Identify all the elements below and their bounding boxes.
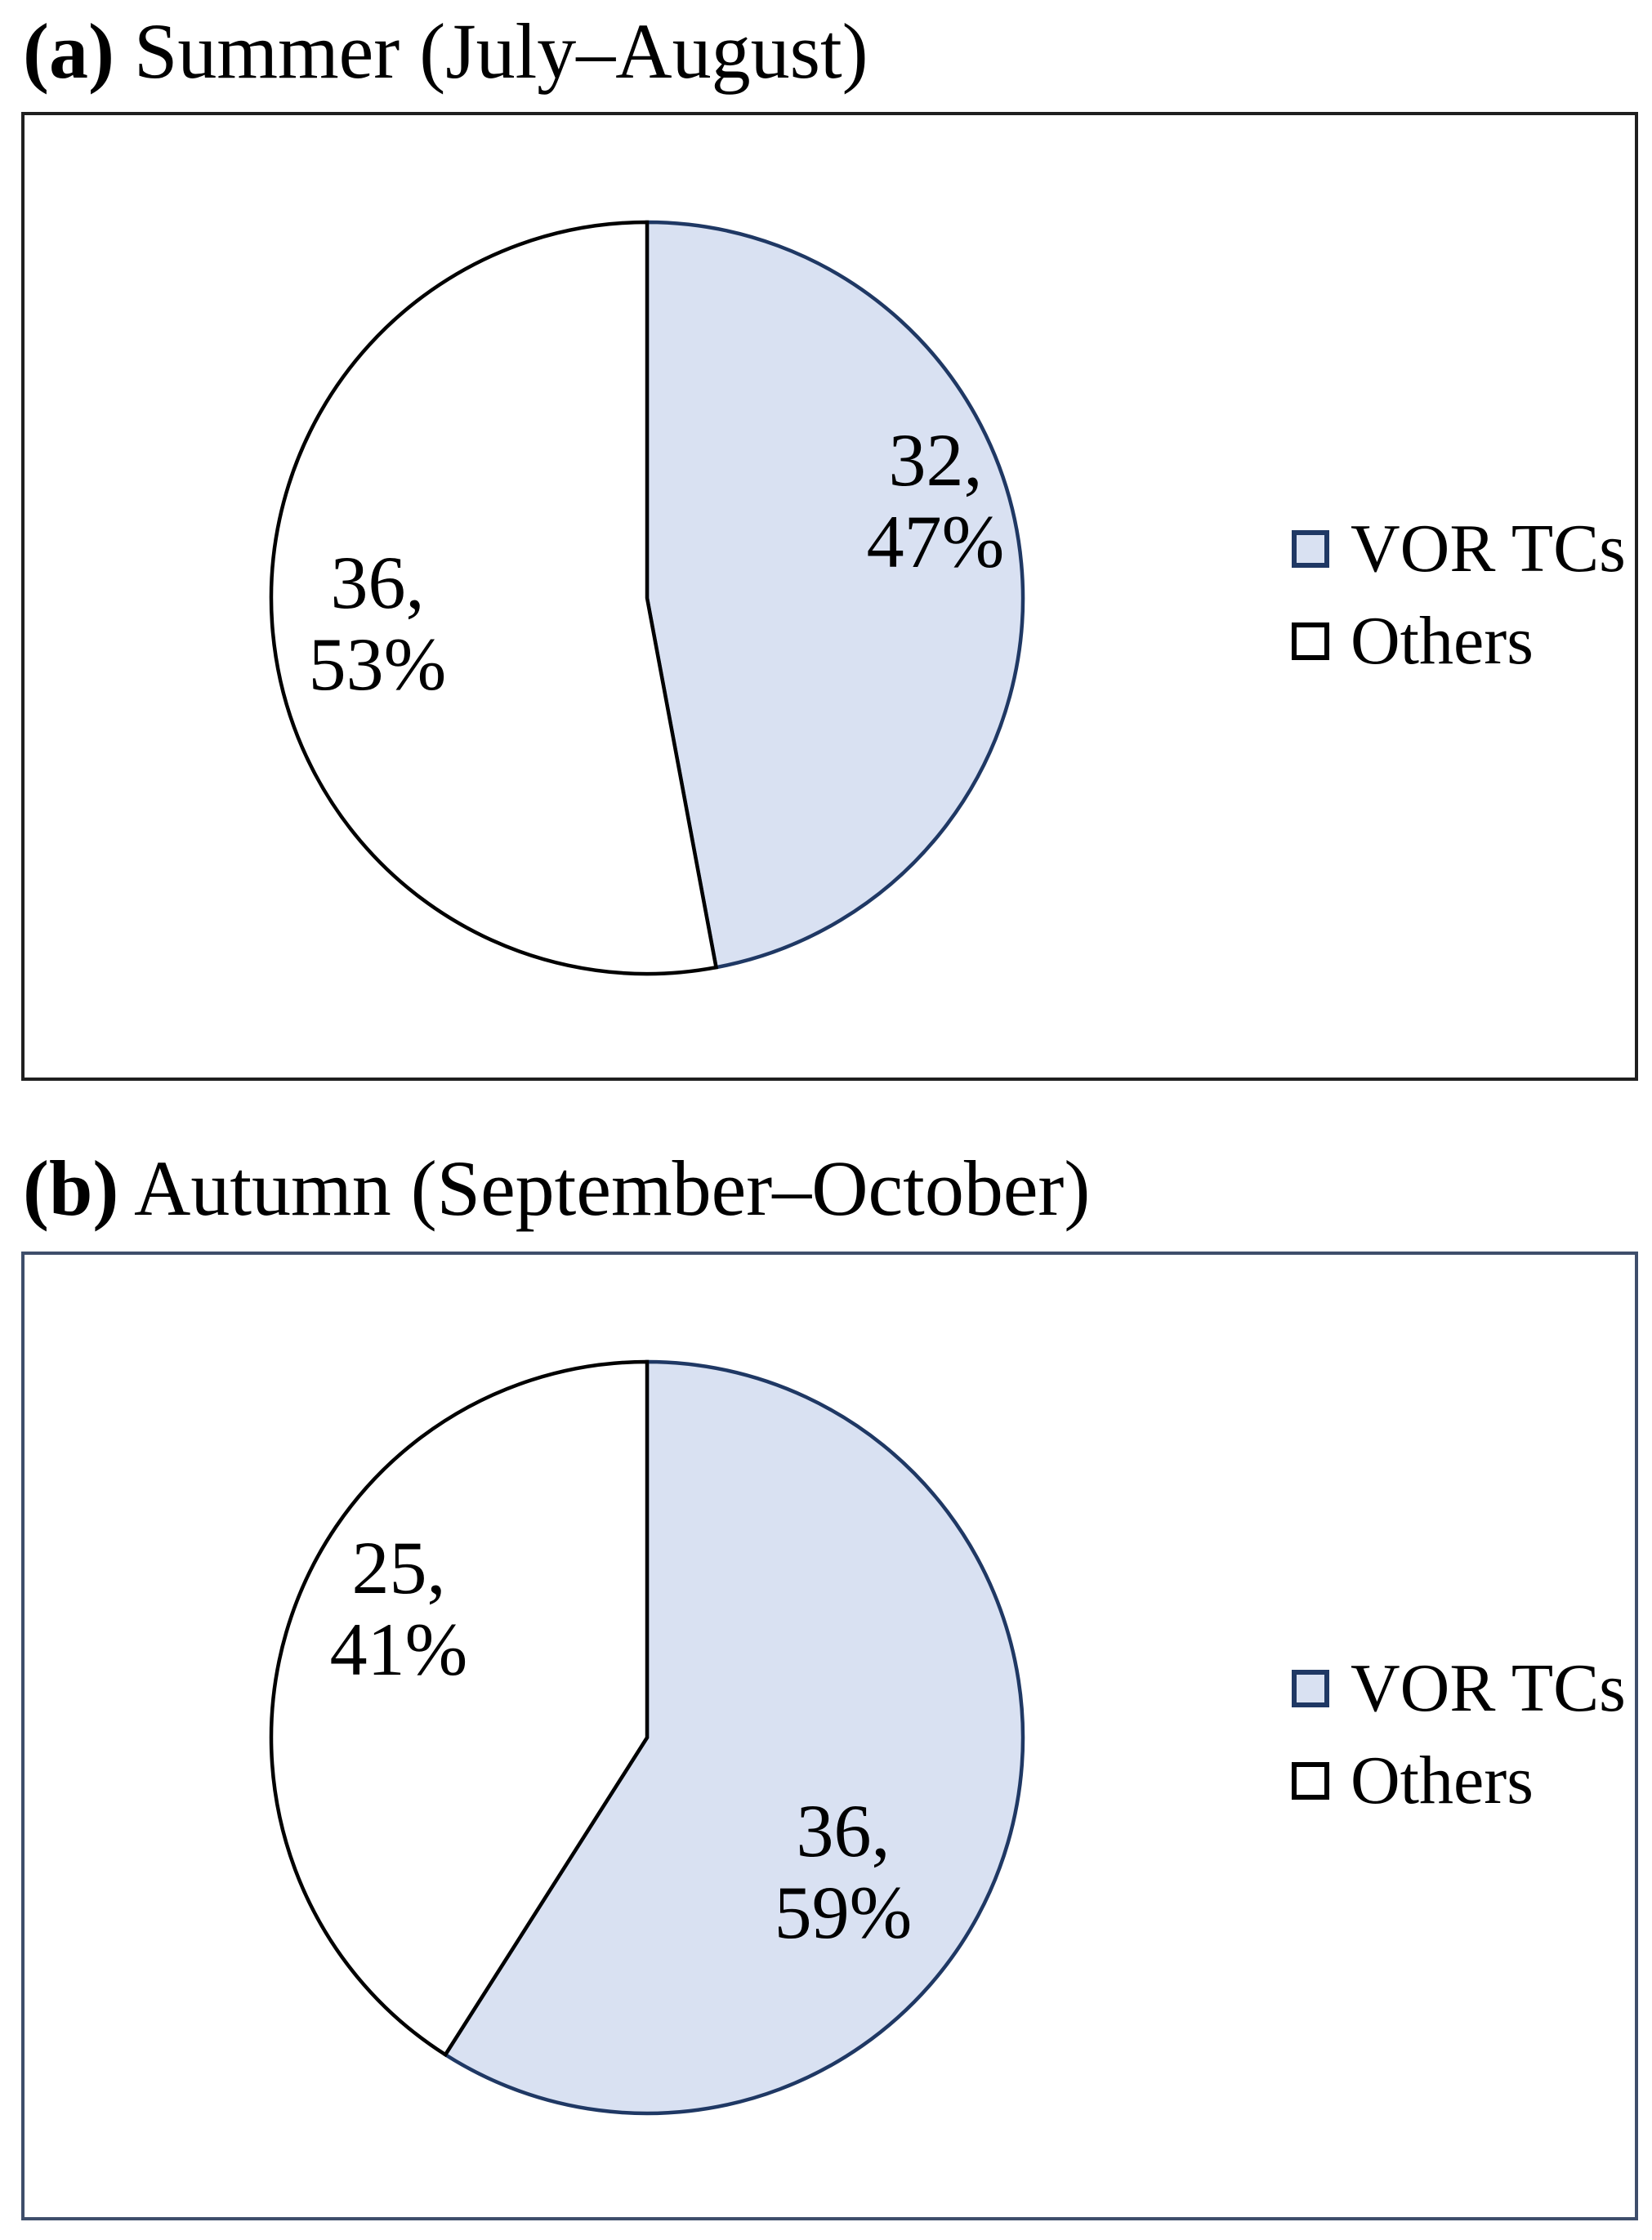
panel-b-others-percent: 41% [329,1608,468,1691]
panel-b-title: (b) Autumn (September–October) [23,1140,1090,1237]
panel-a-title-index: (a) [23,7,114,95]
pie-slice-others [269,1359,650,2058]
vor-tcs-swatch-icon [1292,1670,1329,1707]
pie-slice-vor-tcs [645,220,1025,970]
panel-a-title: (a) Summer (July–August) [23,3,868,100]
panel-b-others-value: 25, [351,1526,446,1609]
panel-b-vor-percent: 59% [774,1871,913,1954]
panel-b-pie-chart [269,1359,1025,2116]
panel-a-pie-chart [269,220,1025,976]
panel-a-others-value: 36, [330,541,425,624]
panel-a-vor-value: 32, [888,418,983,502]
panel-b-legend-label-others: Others [1351,1742,1534,1818]
panel-b-vor-slice-label: 36, 59% [721,1790,966,1953]
panel-a-title-text: Summer (July–August) [114,7,868,95]
panel-a-others-percent: 53% [308,622,447,706]
pie-slice-vor-tcs [443,1359,1025,2116]
others-swatch-icon [1292,1762,1329,1800]
panel-b-others-slice-label: 25, 41% [276,1527,521,1690]
vor-tcs-swatch-icon [1292,530,1329,568]
panel-b-legend-item-vor: VOR TCs [1292,1648,1626,1729]
panel-a-others-slice-label: 36, 53% [255,542,500,705]
panel-b-legend-item-others: Others [1292,1740,1534,1822]
panel-a-legend-item-others: Others [1292,600,1534,682]
panel-a-legend-label-vor: VOR TCs [1351,511,1626,587]
panel-b-vor-value: 36, [796,1789,891,1872]
panel-b-title-text: Autumn (September–October) [118,1145,1091,1232]
panel-b-legend-label-vor: VOR TCs [1351,1650,1626,1726]
panel-a-vor-slice-label: 32, 47% [813,419,1058,582]
panel-b-title-index: (b) [23,1145,119,1232]
panel-a-chart-area: 32, 47% 36, 53% VOR TCs Others [21,112,1638,1081]
panel-a-legend-label-others: Others [1351,603,1534,679]
others-swatch-icon [1292,622,1329,660]
panel-b-chart-area: 25, 41% 36, 59% VOR TCs Others [21,1252,1638,2220]
panel-a-legend-item-vor: VOR TCs [1292,508,1626,590]
panel-a-vor-percent: 47% [866,500,1005,583]
pie-slice-others [269,220,719,976]
